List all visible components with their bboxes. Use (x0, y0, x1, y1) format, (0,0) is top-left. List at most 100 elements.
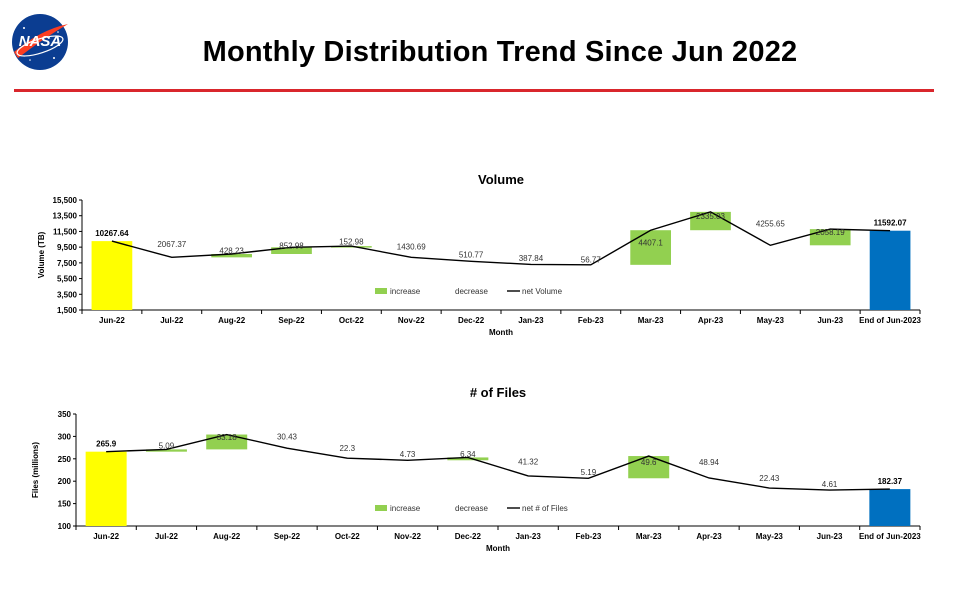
y-tick-label: 150 (58, 500, 72, 509)
legend-increase-swatch (375, 505, 387, 511)
x-tick-label: Nov-22 (398, 316, 425, 325)
data-label: 2335.03 (696, 212, 725, 221)
data-label: 22.43 (759, 474, 780, 483)
x-tick-label: Oct-22 (335, 532, 360, 541)
x-tick-label: Dec-22 (458, 316, 485, 325)
y-tick-label: 3,500 (57, 290, 78, 299)
x-tick-label: Sep-22 (274, 532, 301, 541)
data-label: 56.77 (581, 256, 602, 265)
start-bar (91, 241, 133, 310)
data-label: 4.61 (822, 480, 838, 489)
x-tick-label: Aug-22 (213, 532, 241, 541)
data-label: 4.73 (400, 450, 416, 459)
x-tick-label: May-23 (756, 532, 784, 541)
legend-increase-swatch (375, 288, 387, 294)
x-axis-label: Month (486, 544, 510, 553)
x-tick-label: End of Jun-2023 (859, 532, 921, 541)
x-tick-label: Jan-23 (518, 316, 544, 325)
data-label: 387.84 (519, 254, 544, 263)
data-label: 1430.69 (397, 243, 426, 252)
data-label: 5.09 (159, 442, 175, 451)
data-label: 11592.07 (874, 219, 907, 228)
x-tick-label: Jun-22 (93, 532, 119, 541)
end-bar (869, 230, 911, 310)
y-tick-label: 200 (58, 477, 72, 486)
x-tick-label: Apr-23 (696, 532, 722, 541)
data-label: 33.18 (217, 433, 238, 442)
legend-decrease-label: decrease (455, 504, 488, 513)
x-tick-label: Sep-22 (278, 316, 305, 325)
x-tick-label: Jul-22 (160, 316, 184, 325)
x-tick-label: Mar-23 (638, 316, 664, 325)
x-tick-label: Feb-23 (576, 532, 602, 541)
x-tick-label: Jun-23 (817, 316, 843, 325)
data-label: 48.94 (699, 458, 720, 467)
nasa-logo: NASA (12, 14, 68, 70)
net-line (106, 433, 890, 491)
x-tick-label: Jan-23 (515, 532, 541, 541)
x-tick-label: Apr-23 (698, 316, 724, 325)
data-label: 182.37 (878, 477, 903, 486)
end-bar (869, 489, 911, 526)
data-label: 852.98 (279, 242, 304, 251)
data-label: 510.77 (459, 250, 484, 259)
y-tick-label: 5,500 (57, 275, 78, 284)
y-tick-label: 7,500 (57, 259, 78, 268)
increase-bar (211, 253, 252, 258)
title-rule (14, 89, 934, 92)
x-tick-label: Oct-22 (339, 316, 364, 325)
data-label: 6.34 (460, 450, 476, 459)
data-label: 30.43 (277, 432, 298, 441)
y-tick-label: 350 (58, 410, 72, 419)
data-label: 428.23 (219, 247, 244, 256)
x-tick-label: Aug-22 (218, 316, 246, 325)
increase-bar (630, 230, 671, 265)
x-tick-label: Mar-23 (636, 532, 662, 541)
legend-increase-label: increase (390, 287, 421, 296)
legend-net-label: net Volume (522, 287, 563, 296)
y-tick-label: 250 (58, 455, 72, 464)
x-tick-label: End of Jun-2023 (859, 316, 921, 325)
data-label: 22.3 (339, 444, 355, 453)
y-tick-label: 13,500 (53, 212, 78, 221)
x-tick-label: Feb-23 (578, 316, 604, 325)
logo-text: NASA (19, 33, 62, 50)
data-label: 49.6 (641, 458, 657, 467)
y-tick-label: 15,500 (53, 196, 78, 205)
x-tick-label: Jul-22 (155, 532, 179, 541)
increase-bar (145, 449, 187, 452)
data-label: 2058.19 (816, 228, 845, 237)
data-label: 5.19 (581, 468, 597, 477)
data-label: 4407.1 (638, 239, 663, 248)
x-tick-label: May-23 (757, 316, 785, 325)
y-tick-label: 9,500 (57, 243, 78, 252)
y-axis-label: Volume (TB) (37, 231, 46, 278)
increase-bar (690, 211, 731, 231)
x-tick-label: Jun-23 (817, 532, 843, 541)
y-axis-label: Files (millions) (31, 442, 40, 498)
x-axis-label: Month (489, 328, 513, 337)
increase-bar (447, 457, 489, 461)
increase-bar (628, 456, 670, 479)
legend-decrease-label: decrease (455, 287, 488, 296)
chart-title: Volume (478, 172, 524, 187)
data-label: 10267.64 (95, 229, 129, 238)
data-label: 152.98 (339, 238, 364, 247)
increase-bar (809, 229, 851, 246)
files-chart: # of Files 100 150 200 250 300 350 Files (milli… (31, 385, 921, 553)
data-label: 4255.65 (756, 220, 785, 229)
y-tick-label: 11,500 (53, 227, 78, 236)
page-title: Monthly Distribution Trend Since Jun 202… (202, 36, 798, 68)
y-tick-label: 1,500 (57, 306, 78, 315)
net-line (111, 211, 891, 266)
data-label: 265.9 (96, 440, 117, 449)
x-tick-label: Nov-22 (394, 532, 421, 541)
data-label: 2067.37 (157, 240, 186, 249)
y-tick-label: 300 (58, 432, 72, 441)
increase-bar (206, 434, 248, 450)
volume-chart: Volume 1,500 3,500 5,500 7,500 9,500 11,500 13,… (37, 172, 922, 337)
increase-bar (331, 246, 372, 248)
y-tick-label: 100 (58, 522, 72, 531)
chart-title: # of Files (470, 385, 526, 400)
x-tick-label: Dec-22 (455, 532, 482, 541)
